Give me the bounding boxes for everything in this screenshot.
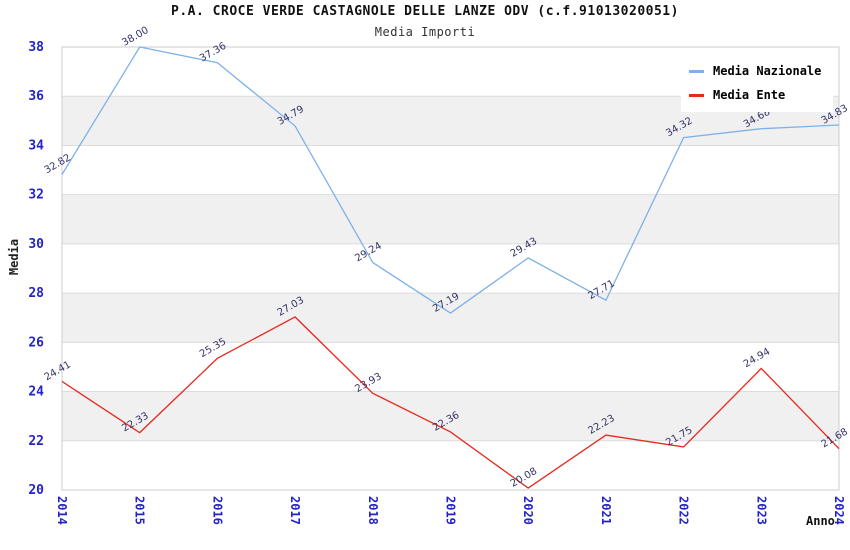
legend-swatch-blue-line-icon [689, 69, 704, 73]
x-tick-label: 2020 [521, 496, 535, 525]
data-point-label: 24.94 [742, 346, 772, 370]
chart-title: P.A. CROCE VERDE CASTAGNOLE DELLE LANZE … [171, 4, 679, 19]
data-point-label: 24.41 [43, 359, 73, 383]
x-tick-label: 2016 [210, 496, 224, 525]
legend-swatch-red-line-icon [689, 93, 704, 97]
y-tick-label: 30 [28, 237, 44, 252]
x-tick-label: 2017 [288, 496, 302, 525]
y-tick-label: 32 [28, 188, 44, 203]
data-point-label: 32.82 [43, 152, 73, 176]
series-line-media-ente [61, 316, 840, 489]
x-tick-label: 2014 [55, 496, 69, 525]
x-axis-title: Anno [806, 514, 835, 528]
y-tick-label: 26 [28, 335, 44, 350]
y-axis-title: Media [7, 238, 21, 276]
y-tick-label: 34 [28, 138, 44, 153]
legend-label: Media Ente [713, 88, 786, 102]
x-tick-label: 2015 [133, 496, 147, 525]
legend-label: Media Nazionale [713, 64, 822, 78]
plot-band [62, 293, 839, 343]
x-tick-label: 2019 [444, 496, 458, 525]
y-tick-label: 28 [28, 286, 44, 301]
legend-item-media-ente: Media Ente [689, 88, 821, 102]
y-tick-label: 20 [28, 483, 44, 498]
x-tick-label: 2021 [599, 496, 613, 525]
x-tick-label: 2024 [832, 496, 846, 525]
legend: Media Nazionale Media Ente [681, 56, 834, 112]
y-tick-label: 36 [28, 89, 44, 104]
y-tick-label: 22 [28, 434, 44, 449]
x-tick-label: 2023 [754, 496, 768, 525]
series-line-media-nazionale [61, 46, 840, 314]
data-point-label: 37.36 [198, 41, 228, 65]
data-point-label: 20.08 [509, 466, 539, 490]
chart-subtitle: Media Importi [374, 25, 476, 39]
data-point-label: 38.00 [120, 25, 150, 49]
y-tick-label: 38 [28, 40, 44, 55]
x-tick-label: 2022 [677, 496, 691, 525]
plot-band [62, 194, 839, 244]
y-tick-label: 24 [28, 385, 44, 400]
legend-item-media-nazionale: Media Nazionale [689, 64, 821, 78]
plot-border [61, 46, 840, 491]
x-tick-label: 2018 [366, 496, 380, 525]
